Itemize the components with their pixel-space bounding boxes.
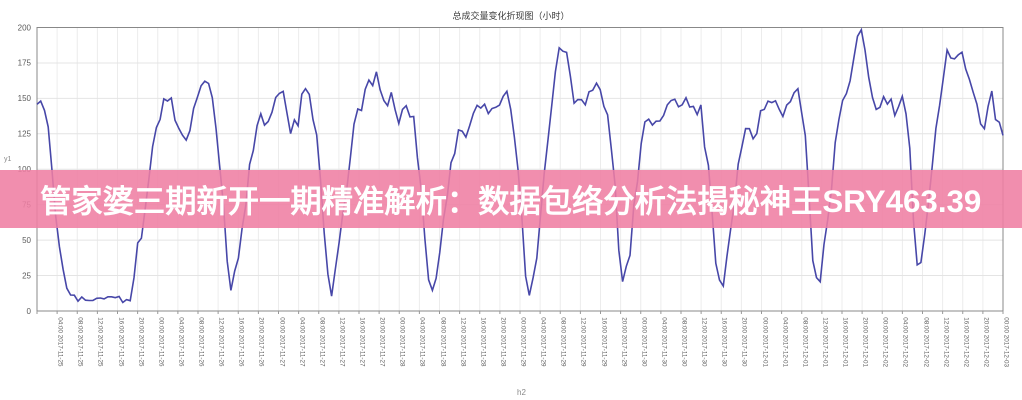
svg-text:150: 150 (18, 94, 32, 103)
svg-text:175: 175 (18, 59, 32, 68)
svg-text:0: 0 (27, 307, 32, 316)
svg-text:125: 125 (18, 130, 32, 139)
svg-text:200: 200 (18, 23, 32, 32)
svg-text:50: 50 (22, 236, 31, 245)
svg-text:25: 25 (22, 271, 31, 280)
